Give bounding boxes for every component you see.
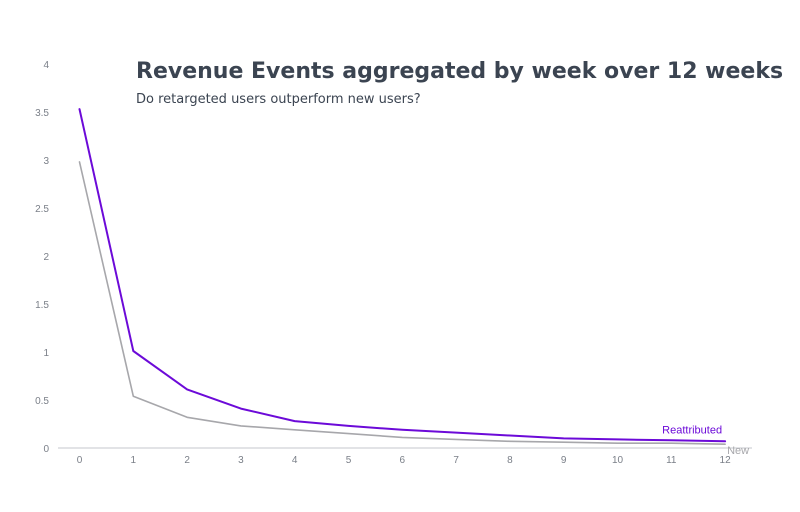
y-tick-label: 3: [43, 156, 49, 167]
y-tick-label: 0: [43, 444, 49, 455]
y-tick-label: 1.5: [35, 300, 49, 311]
series-line-reattributed: [78, 108, 727, 443]
x-tick-label: 9: [561, 455, 567, 466]
series-line-new: [78, 161, 726, 446]
x-tick-label: 12: [720, 455, 732, 466]
y-tick-label: 3.5: [35, 108, 49, 119]
x-tick-label: 3: [238, 455, 244, 466]
y-tick-label: 1: [43, 348, 49, 359]
x-tick-label: 2: [184, 455, 190, 466]
x-tick-label: 0: [77, 455, 83, 466]
y-axis: 0 0.5 1 1.5 2 2.5 3 3.5 4: [35, 60, 49, 455]
x-tick-label: 4: [292, 455, 298, 466]
chart-title: Revenue Events aggregated by week over 1…: [136, 59, 783, 84]
series-lines: [78, 108, 727, 446]
chart-subtitle: Do retargeted users outperform new users…: [136, 92, 421, 107]
x-tick-label: 5: [346, 455, 352, 466]
x-tick-label: 10: [612, 455, 624, 466]
y-tick-label: 2.5: [35, 204, 49, 215]
series-label-new: New: [727, 445, 749, 457]
y-tick-label: 0.5: [35, 396, 49, 407]
x-tick-label: 11: [666, 455, 677, 466]
x-tick-label: 8: [507, 455, 513, 466]
x-tick-label: 1: [131, 455, 137, 466]
x-tick-label: 6: [400, 455, 406, 466]
x-tick-label: 7: [453, 455, 459, 466]
y-tick-label: 4: [43, 60, 49, 71]
y-tick-label: 2: [43, 252, 49, 263]
x-axis: 0 1 2 3 4 5 6 7 8 9 10 11 12: [77, 455, 731, 466]
series-label-reattributed: Reattributed: [662, 424, 722, 436]
series-labels: Reattributed New: [662, 424, 749, 457]
